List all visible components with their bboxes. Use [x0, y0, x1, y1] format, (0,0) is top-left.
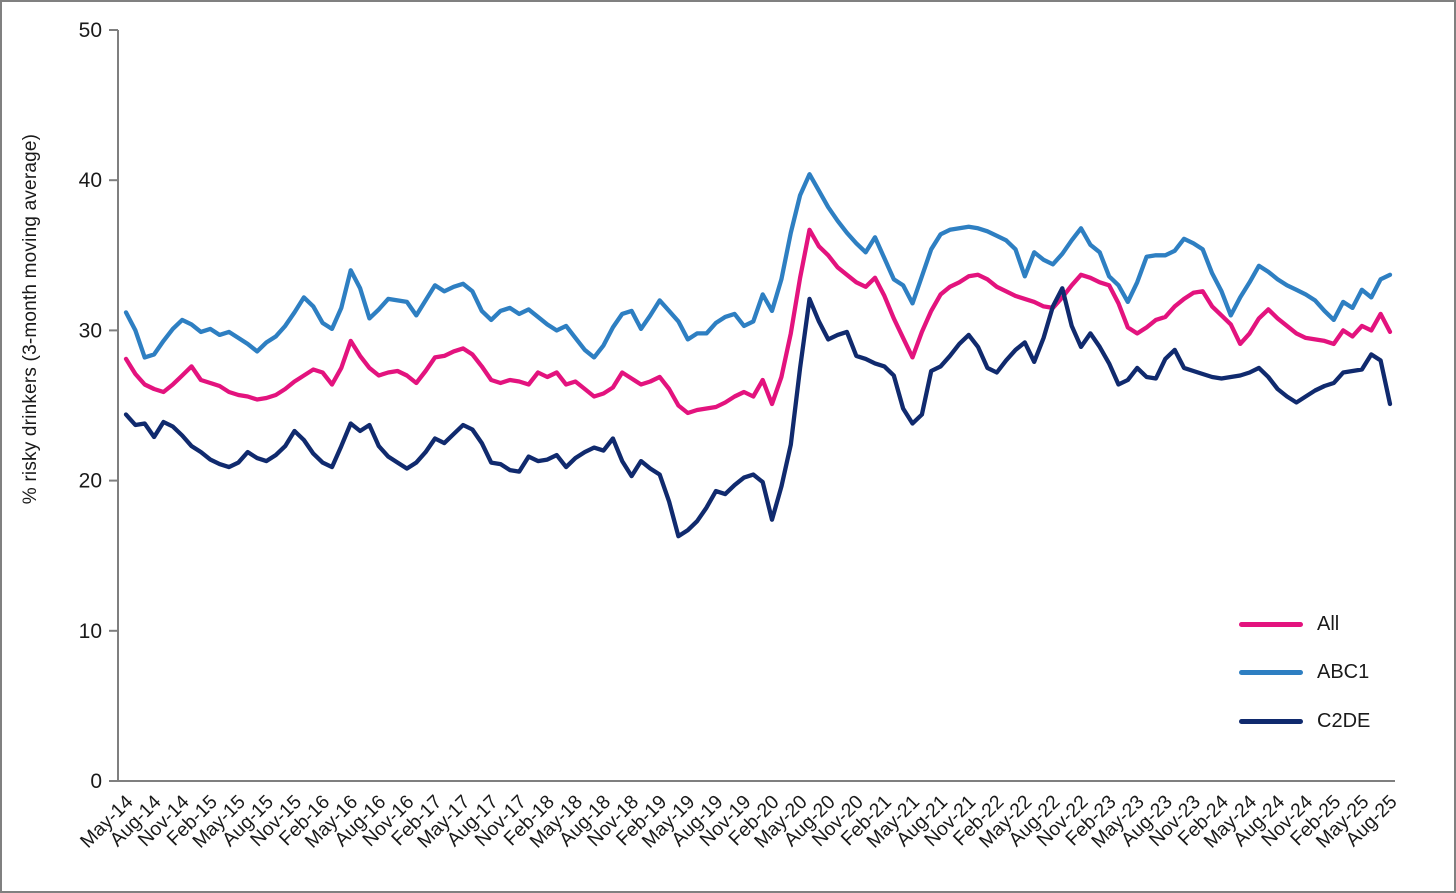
- legend-label-all: All: [1317, 612, 1340, 635]
- y-tick-label: 20: [79, 470, 102, 493]
- y-tick-label: 40: [79, 169, 102, 192]
- legend-item-abc1: ABC1: [1239, 660, 1370, 683]
- y-tick-label: 50: [79, 19, 102, 42]
- legend-item-all: All: [1239, 612, 1340, 635]
- legend-item-c2de: C2DE: [1239, 709, 1371, 732]
- legend-label-c2de: C2DE: [1317, 709, 1371, 732]
- y-tick-label: 30: [79, 319, 102, 342]
- series-line-abc1: [123, 172, 1393, 360]
- legend-label-abc1: ABC1: [1317, 660, 1370, 683]
- y-tick-label: 0: [90, 770, 102, 793]
- y-tick-label: 10: [79, 620, 102, 643]
- series-line-all: [123, 227, 1393, 416]
- all-line-swatch: [1239, 621, 1303, 627]
- c2de-line-swatch: [1239, 718, 1303, 724]
- series-line-c2de: [123, 286, 1393, 539]
- abc1-line-swatch: [1239, 669, 1303, 675]
